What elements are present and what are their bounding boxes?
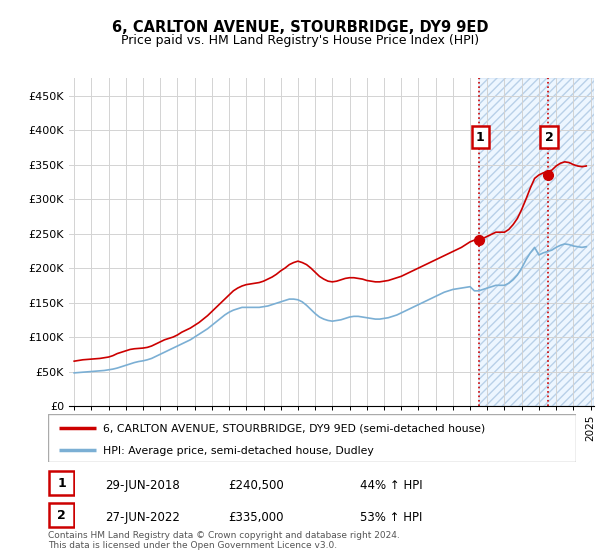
- Text: 2: 2: [57, 508, 66, 521]
- Text: 6, CARLTON AVENUE, STOURBRIDGE, DY9 9ED: 6, CARLTON AVENUE, STOURBRIDGE, DY9 9ED: [112, 20, 488, 35]
- Text: 44% ↑ HPI: 44% ↑ HPI: [360, 479, 422, 492]
- Text: £335,000: £335,000: [228, 511, 284, 524]
- Text: 27-JUN-2022: 27-JUN-2022: [105, 511, 180, 524]
- Text: Contains HM Land Registry data © Crown copyright and database right 2024.
This d: Contains HM Land Registry data © Crown c…: [48, 530, 400, 550]
- Text: Price paid vs. HM Land Registry's House Price Index (HPI): Price paid vs. HM Land Registry's House …: [121, 34, 479, 46]
- Text: 2: 2: [545, 130, 554, 143]
- Bar: [479, 78, 594, 406]
- Text: 1: 1: [57, 477, 66, 489]
- Text: 6, CARLTON AVENUE, STOURBRIDGE, DY9 9ED (semi-detached house): 6, CARLTON AVENUE, STOURBRIDGE, DY9 9ED …: [103, 424, 485, 433]
- Bar: [479, 78, 594, 406]
- Text: 1: 1: [476, 130, 485, 143]
- Text: 53% ↑ HPI: 53% ↑ HPI: [360, 511, 422, 524]
- Text: 29-JUN-2018: 29-JUN-2018: [105, 479, 180, 492]
- Text: £240,500: £240,500: [228, 479, 284, 492]
- Text: HPI: Average price, semi-detached house, Dudley: HPI: Average price, semi-detached house,…: [103, 446, 374, 456]
